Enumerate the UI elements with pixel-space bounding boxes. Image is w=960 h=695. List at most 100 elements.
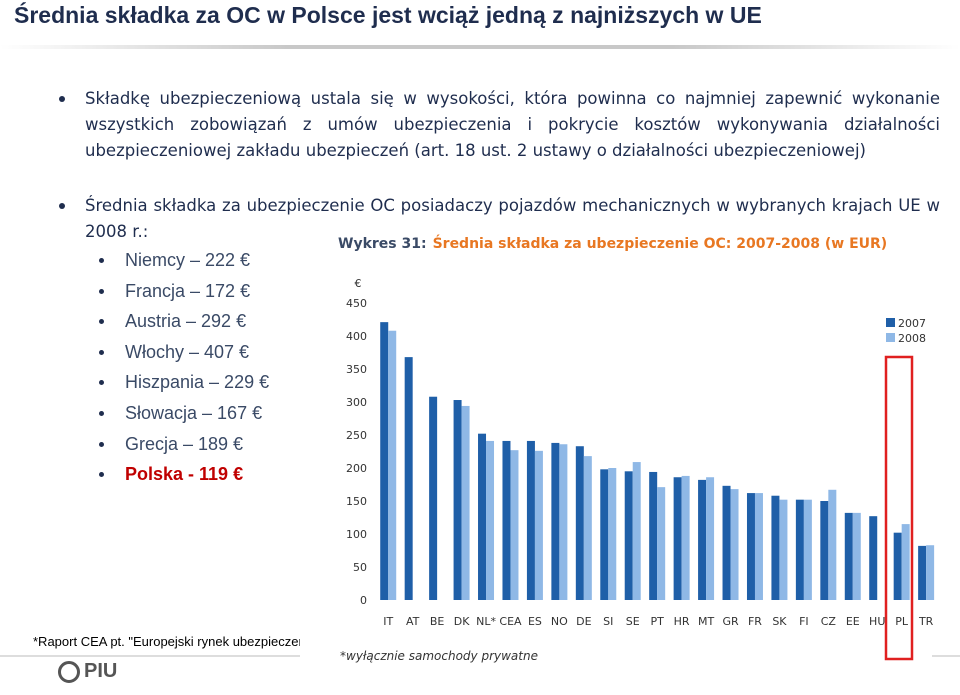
x-tick-label: SK [772, 615, 787, 628]
sub-bullet: Polska - 119 € [98, 464, 244, 485]
bar [918, 545, 927, 600]
y-unit: € [355, 277, 362, 290]
y-tick-label: 450 [346, 297, 367, 310]
x-tick-label: SI [603, 615, 613, 628]
x-tick-label: CZ [821, 615, 837, 628]
bar [803, 499, 812, 600]
bar [722, 485, 731, 600]
y-tick-label: 0 [360, 594, 367, 607]
bar [746, 493, 755, 600]
bar [429, 396, 438, 600]
bar [706, 477, 715, 600]
bar [583, 456, 592, 600]
x-tick-label: AT [406, 615, 420, 628]
x-tick-label: MT [698, 615, 714, 628]
chart-title-text: Średnia składka za ubezpieczenie OC: 200… [433, 234, 888, 252]
slide-title: Średnia składka za OC w Polsce jest wcią… [14, 2, 762, 28]
bar [828, 489, 837, 600]
sub-bullet: Niemcy – 222 € [98, 250, 251, 270]
logo: PIU [58, 660, 117, 683]
bar [502, 440, 511, 600]
bar [600, 469, 609, 600]
bullet: Składkę ubezpieczeniową ustala się w wys… [59, 86, 940, 164]
bar [510, 450, 519, 600]
bar [388, 330, 397, 600]
bar [681, 475, 690, 600]
chart-note: *wyłącznie samochody prywatne [340, 649, 538, 663]
x-tick-label: IT [383, 615, 393, 628]
x-tick-label: NL* [476, 615, 496, 628]
bar [698, 479, 707, 600]
sub-bullet: Francja – 172 € [98, 280, 251, 301]
highlight-box [884, 355, 914, 661]
bar [795, 499, 804, 600]
x-tick-label: DK [454, 615, 470, 628]
logo-text: PIU [84, 660, 118, 682]
sub-bullet: Hiszpania – 229 € [98, 372, 270, 393]
bar [453, 400, 462, 600]
x-tick-label: HU [869, 615, 885, 628]
y-tick-label: 200 [346, 462, 367, 475]
legend-label: 2007 [898, 317, 926, 330]
y-tick-label: 300 [346, 396, 367, 409]
bar [551, 442, 560, 600]
bar [649, 471, 658, 600]
bar [380, 322, 389, 600]
x-tick-label: FI [799, 615, 809, 628]
sub-bullet: Grecja – 189 € [98, 433, 244, 454]
y-tick-label: 350 [346, 363, 367, 376]
bar [852, 512, 861, 600]
x-tick-label: PT [650, 615, 664, 628]
x-tick-label: DE [576, 615, 591, 628]
bar [926, 545, 935, 600]
bar [632, 462, 641, 600]
bar [486, 440, 495, 600]
bar [624, 471, 633, 600]
x-tick-label: EE [846, 615, 860, 628]
bar [820, 501, 829, 600]
bar [608, 468, 617, 600]
x-tick-label: CEA [499, 615, 522, 628]
title-rule [0, 45, 960, 49]
chart-title: Wykres 31: Średnia składka za ubezpieczen… [338, 234, 887, 252]
bar [534, 450, 543, 600]
x-tick-label: HR [674, 615, 690, 628]
chart-title-prefix: Wykres 31: [338, 236, 427, 252]
bar [771, 495, 780, 600]
y-tick-label: 50 [353, 561, 367, 574]
y-tick-label: 250 [346, 429, 367, 442]
bar [526, 440, 535, 600]
sub-bullet: Austria – 292 € [98, 311, 247, 332]
legend-swatch [886, 318, 895, 327]
x-tick-label: NO [551, 615, 568, 628]
x-tick-label: PL [895, 615, 909, 628]
bar [779, 499, 788, 600]
y-tick-label: 150 [346, 495, 367, 508]
x-tick-label: SE [626, 615, 640, 628]
sub-bullet: Włochy – 407 € [98, 341, 250, 362]
bar [893, 532, 902, 600]
bar [730, 489, 739, 600]
bar [754, 493, 763, 600]
x-tick-label: GR [722, 615, 739, 628]
bar [559, 444, 568, 600]
x-tick-label: TR [918, 615, 934, 628]
bar [478, 433, 487, 600]
bar [844, 512, 853, 600]
bar [461, 405, 470, 600]
legend-label: 2008 [898, 332, 926, 345]
x-tick-label: FR [748, 615, 762, 628]
bar [673, 477, 682, 600]
bar [575, 446, 584, 600]
x-tick-label: BE [430, 615, 445, 628]
y-tick-label: 100 [346, 528, 367, 541]
sub-bullet: Słowacja – 167 € [98, 403, 263, 423]
bar [869, 516, 878, 600]
bar [657, 487, 666, 600]
bar [404, 357, 413, 600]
bullet: Średnia składka za ubezpieczenie OC posi… [59, 193, 940, 245]
y-tick-label: 400 [346, 330, 367, 343]
legend-swatch [886, 333, 895, 342]
